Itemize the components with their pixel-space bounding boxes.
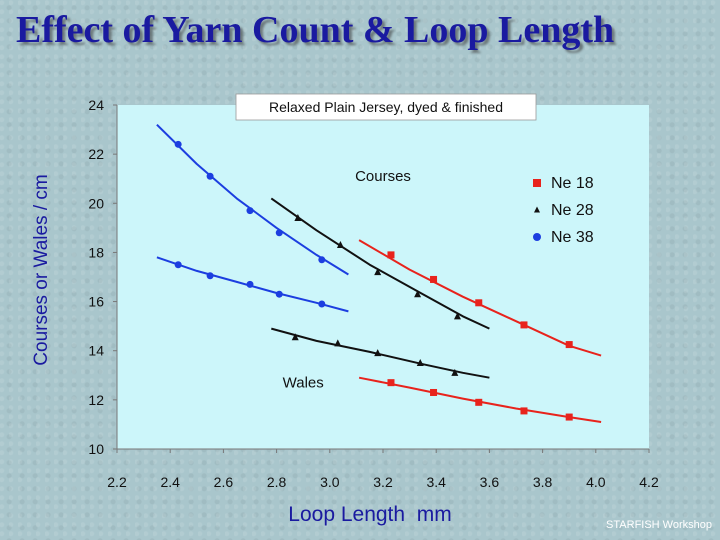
data-point-ne-18-courses [387,251,395,259]
y-tick-label: 20 [88,195,104,211]
data-point-ne-28-courses [374,268,382,276]
legend-marker-ne-18 [533,179,541,187]
data-point-ne-18-courses [475,299,483,307]
y-tick-label: 12 [88,392,104,408]
annotation-courses: Courses [355,168,411,185]
x-tick-label: 3.0 [320,474,340,490]
data-point-ne-28-courses [294,214,302,222]
y-tick-label: 16 [88,294,104,310]
data-point-ne-18-courses [430,275,438,283]
y-axis-label: Courses or Wales / cm [31,174,52,365]
watermark: STARFISH Workshop [606,519,712,531]
legend-label-ne-28: Ne 28 [551,202,594,219]
data-point-ne-18-courses [520,321,528,329]
data-point-ne-18-wales [565,413,573,421]
x-axis-label: Loop Length mm [288,503,451,526]
x-tick-label: 2.8 [267,474,287,490]
fit-line-ne-18-wales [358,376,602,423]
x-tick-label: 4.0 [586,474,606,490]
chart-title-box [235,93,537,121]
x-tick-label: 3.8 [533,474,553,490]
data-point-ne-28-wales [451,368,459,376]
data-point-ne-28-courses [414,290,422,298]
data-point-ne-38-courses [246,207,254,215]
data-point-ne-18-wales [475,398,483,406]
y-tick-label: 22 [88,146,104,162]
data-point-ne-38-courses [275,229,283,237]
data-point-ne-18-wales [430,388,438,396]
chart-title: Relaxed Plain Jersey, dyed & finished [269,99,503,115]
fit-line-ne-18-courses [358,239,602,357]
legend-marker-ne-28 [534,206,540,213]
x-tick-label: 3.6 [480,474,500,490]
y-tick-label: 10 [88,441,104,457]
fit-line-ne-28-courses [270,197,490,330]
data-point-ne-28-wales [416,359,424,366]
data-point-ne-38-wales [246,280,254,288]
slide-title: Effect of Yarn Count & Loop Length [16,9,615,51]
x-tick-label: 3.4 [426,474,446,490]
legend-label-ne-18: Ne 18 [551,175,594,192]
legend-label-ne-38: Ne 38 [551,229,594,246]
data-point-ne-28-courses [453,312,461,320]
y-tick-label: 14 [88,343,104,359]
y-tick-label: 18 [88,244,104,260]
data-point-ne-38-courses [174,140,182,148]
data-point-ne-18-courses [565,341,573,349]
data-point-ne-38-wales [275,290,283,298]
fit-line-ne-28-wales [271,327,490,379]
plot-area [117,105,649,449]
data-point-ne-38-wales [174,261,182,269]
data-point-ne-38-courses [206,172,214,180]
x-tick-label: 3.2 [373,474,393,490]
data-point-ne-18-wales [520,407,528,415]
data-point-ne-28-courses [336,241,344,249]
annotation-wales: Wales [283,375,324,392]
data-point-ne-38-wales [206,272,214,280]
data-point-ne-28-wales [291,333,299,341]
data-point-ne-38-courses [318,256,326,264]
y-tick-label: 24 [88,97,104,113]
legend-marker-ne-38 [533,233,541,241]
x-tick-label: 2.6 [214,474,234,490]
x-tick-label: 2.4 [160,474,180,490]
x-tick-label: 2.2 [107,474,127,490]
data-point-ne-28-wales [334,339,342,347]
data-point-ne-28-wales [374,349,382,357]
x-tick-label: 4.2 [639,474,659,490]
data-point-ne-38-wales [318,300,326,308]
data-point-ne-18-wales [387,379,395,387]
